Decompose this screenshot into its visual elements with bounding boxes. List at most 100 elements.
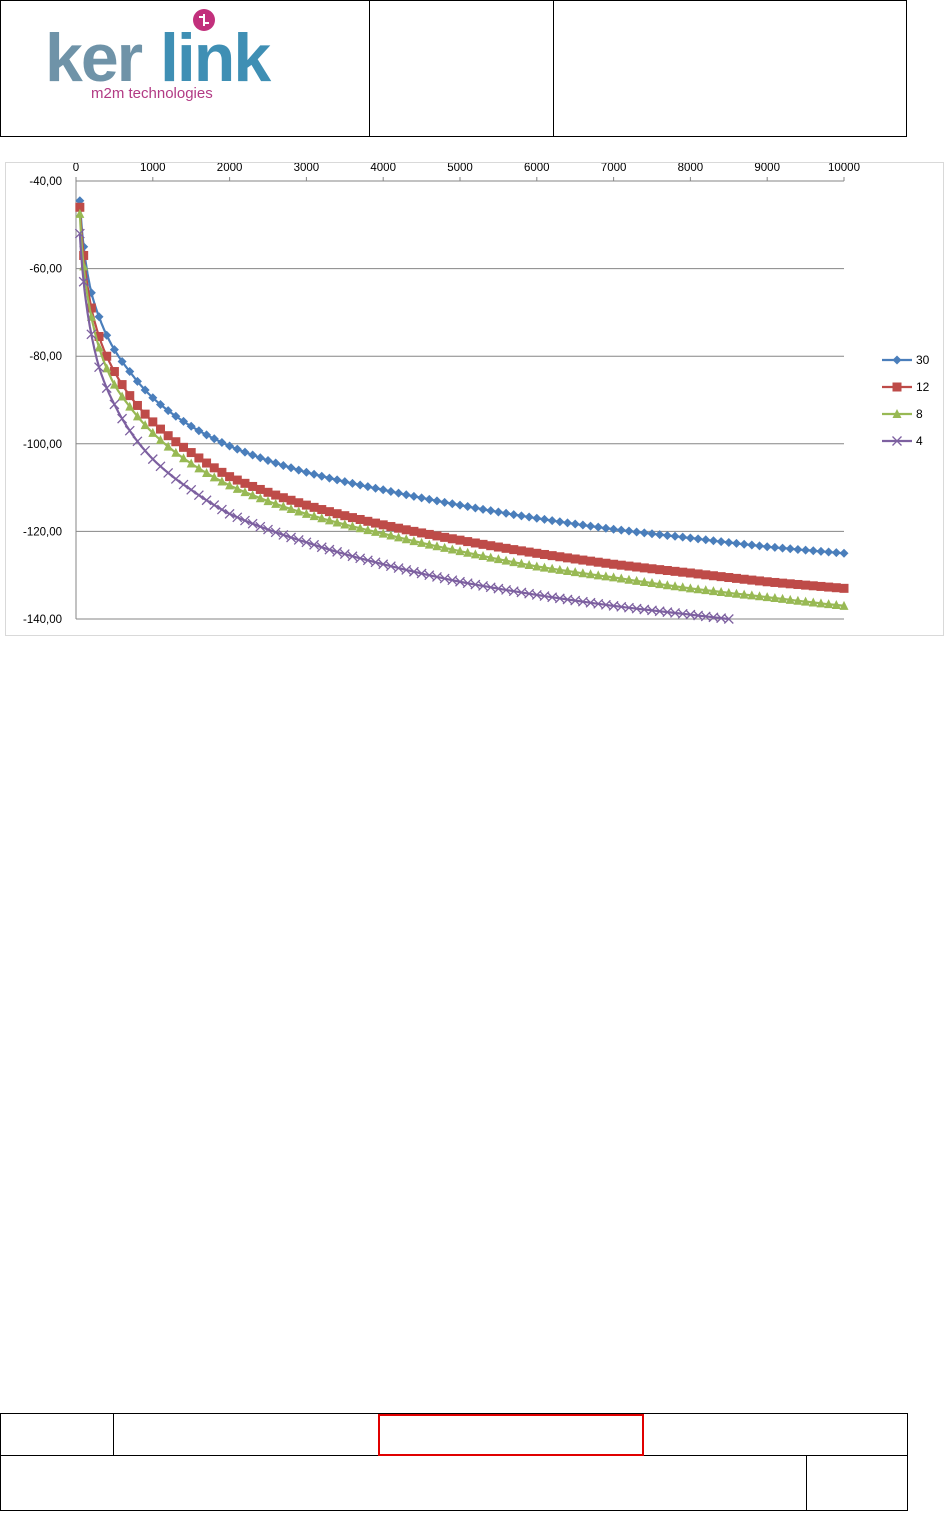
data-point — [693, 534, 703, 544]
data-point — [770, 577, 780, 587]
data-point — [432, 541, 442, 551]
data-point — [555, 564, 565, 574]
data-point — [731, 573, 741, 583]
data-point — [186, 458, 196, 468]
data-point — [586, 556, 596, 566]
x-tick-label: 3000 — [294, 163, 320, 174]
data-point — [632, 527, 642, 537]
data-point — [593, 570, 603, 580]
data-point — [286, 532, 296, 543]
data-point — [439, 573, 450, 584]
data-point — [509, 510, 519, 520]
data-point — [301, 500, 311, 510]
data-point — [678, 582, 688, 592]
data-point — [271, 498, 281, 508]
data-point — [170, 474, 181, 484]
data-point — [701, 570, 711, 580]
kerlink-logo: ker link m2m technologies — [45, 9, 273, 101]
data-point — [839, 600, 849, 610]
data-point — [670, 566, 680, 576]
data-point — [240, 487, 250, 497]
data-point — [301, 467, 311, 477]
data-point — [578, 555, 588, 565]
data-point — [209, 472, 219, 482]
data-point — [785, 579, 795, 589]
header-divider — [553, 1, 554, 136]
data-point — [347, 521, 357, 531]
data-point — [708, 571, 718, 581]
data-point — [263, 496, 273, 506]
data-point — [163, 441, 173, 451]
data-point — [179, 416, 189, 426]
data-point — [516, 511, 526, 521]
data-point — [762, 592, 772, 602]
data-point — [816, 598, 826, 608]
data-point — [485, 582, 496, 593]
data-point — [355, 514, 365, 524]
data-point — [839, 583, 849, 593]
logo-link: link — [160, 20, 271, 96]
data-point — [209, 434, 219, 444]
data-point — [509, 545, 519, 555]
data-point — [708, 586, 718, 596]
data-point — [455, 500, 465, 510]
data-point — [616, 525, 626, 535]
data-point — [501, 543, 511, 553]
data-point — [417, 528, 427, 538]
data-point — [839, 548, 849, 558]
data-point — [317, 505, 327, 515]
data-point — [347, 478, 357, 488]
legend-label: 8 — [916, 407, 923, 421]
data-point — [371, 483, 381, 493]
data-point — [493, 507, 503, 517]
y-tick-label: -100,00 — [23, 439, 62, 451]
data-point — [432, 531, 442, 541]
data-point — [778, 543, 788, 553]
data-point — [670, 531, 680, 541]
data-point — [824, 547, 834, 557]
data-point — [555, 552, 565, 562]
data-point — [778, 593, 788, 603]
data-point — [486, 552, 496, 562]
data-point — [378, 528, 388, 538]
data-point — [747, 540, 757, 550]
data-point — [609, 572, 619, 582]
data-point — [486, 541, 496, 551]
data-point — [532, 548, 542, 558]
data-point — [770, 542, 780, 552]
data-point — [609, 559, 619, 569]
data-point — [739, 574, 749, 584]
data-point — [78, 276, 89, 287]
data-point — [332, 509, 342, 519]
data-point — [417, 493, 427, 503]
data-point — [125, 391, 135, 401]
data-point — [394, 523, 404, 533]
data-point — [724, 573, 734, 583]
x-tick-label: 0 — [73, 163, 79, 174]
data-point — [801, 545, 811, 555]
data-point — [225, 441, 235, 451]
data-point — [685, 568, 695, 578]
data-point — [539, 562, 549, 572]
data-point — [470, 549, 480, 559]
data-point — [324, 473, 334, 483]
legend-marker — [892, 436, 902, 446]
data-point — [424, 539, 434, 549]
data-point — [409, 526, 419, 536]
data-point — [378, 559, 389, 570]
data-point — [724, 537, 734, 547]
data-point — [178, 479, 189, 490]
data-point — [217, 467, 227, 477]
data-point — [532, 513, 542, 523]
legend-label: 12 — [916, 380, 930, 394]
data-point — [232, 475, 242, 485]
y-tick-label: -40,00 — [29, 176, 62, 188]
data-point — [693, 584, 703, 594]
data-point — [240, 478, 250, 488]
footer-divider — [806, 1455, 807, 1511]
data-point — [739, 589, 749, 599]
data-point — [793, 544, 803, 554]
data-point — [616, 560, 626, 570]
data-point — [401, 490, 411, 500]
data-point — [824, 582, 834, 592]
